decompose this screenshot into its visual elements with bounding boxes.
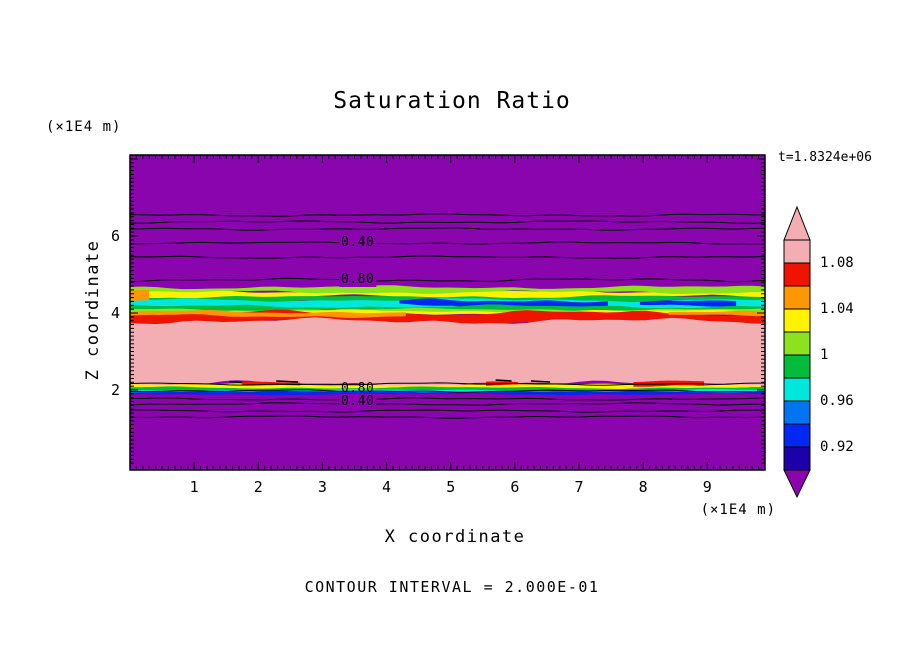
contour-line (130, 220, 765, 224)
colorbar-segment (783, 239, 811, 264)
band-orange (668, 310, 765, 317)
colorbar-segment (783, 377, 811, 402)
contour-line-label: 0.40 (339, 235, 377, 250)
band-orange (130, 310, 406, 318)
contour-line (130, 397, 765, 401)
x-tick-label: 5 (446, 478, 456, 496)
contour-line (130, 402, 765, 406)
colorbar-value-label: 0.92 (820, 439, 854, 455)
contour-line-label: 0.80 (339, 272, 377, 287)
colorbar-value-label: 1 (820, 347, 829, 363)
plot-border (129, 154, 766, 471)
band-blue (639, 300, 737, 307)
colorbar-segment (783, 354, 811, 379)
contour-dash (530, 380, 551, 383)
colorbar-segment (783, 308, 811, 333)
chart-title: Saturation Ratio (333, 88, 571, 114)
band-pink (130, 317, 765, 387)
colorbar-segment (783, 446, 811, 471)
contour-line (130, 389, 765, 393)
x-tick-label: 8 (638, 478, 648, 496)
colorbar-bottom-arrow (783, 469, 811, 499)
x-tick-label: 1 (189, 478, 199, 496)
x-tick-label: 6 (510, 478, 520, 496)
x-axis-units-label: (×1E4 m) (700, 502, 776, 518)
colorbar-value-label: 1.04 (820, 301, 854, 317)
contour-fill-bands (130, 155, 765, 470)
contour-line (130, 227, 765, 231)
band-blue (399, 298, 608, 308)
contour-dash (495, 379, 512, 382)
band-yellow (130, 288, 765, 299)
band-orange (130, 289, 150, 301)
colorbar-value-label: 0.96 (820, 393, 854, 409)
x-axis-title: X coordinate (384, 527, 526, 547)
colorbar-value-label: 1.08 (820, 255, 854, 271)
colorbar-segment (783, 400, 811, 425)
time-label: t=1.8324e+06 (778, 150, 872, 165)
colorbar-segment (783, 262, 811, 287)
colorbar-segment (783, 423, 811, 448)
y-tick-label: 6 (110, 227, 120, 245)
contour-line (130, 415, 765, 419)
y-axis-units-label: (×1E4 m) (46, 119, 122, 135)
colorbar-top-arrow (783, 205, 811, 241)
x-tick-label: 9 (702, 478, 712, 496)
x-tick-label: 4 (382, 478, 392, 496)
contour-line (130, 382, 765, 386)
contour-line (130, 213, 765, 217)
contour-dash (276, 380, 299, 383)
contour-line (130, 277, 765, 283)
x-tick-label: 2 (253, 478, 263, 496)
contour-line-label: 0.80 (341, 380, 375, 396)
x-tick-label: 3 (317, 478, 327, 496)
contour-lines (130, 213, 765, 419)
contour-interval-label: CONTOUR INTERVAL = 2.000E-01 (304, 578, 600, 596)
contour-line (130, 255, 765, 259)
y-tick-label: 2 (110, 380, 120, 399)
contour-line (130, 241, 765, 245)
band-blue (130, 390, 765, 396)
contour-line (130, 409, 765, 413)
contour-dash (229, 380, 243, 384)
colorbar (783, 205, 811, 499)
colorbar-segment (783, 331, 811, 356)
y-tick-label: 4 (110, 304, 120, 322)
colorbar-segment (783, 285, 811, 310)
plot-frame (129, 154, 766, 471)
band-lightgreen (130, 285, 765, 294)
x-tick-label: 7 (574, 478, 584, 496)
contour-line-label: 0.40 (339, 394, 377, 409)
